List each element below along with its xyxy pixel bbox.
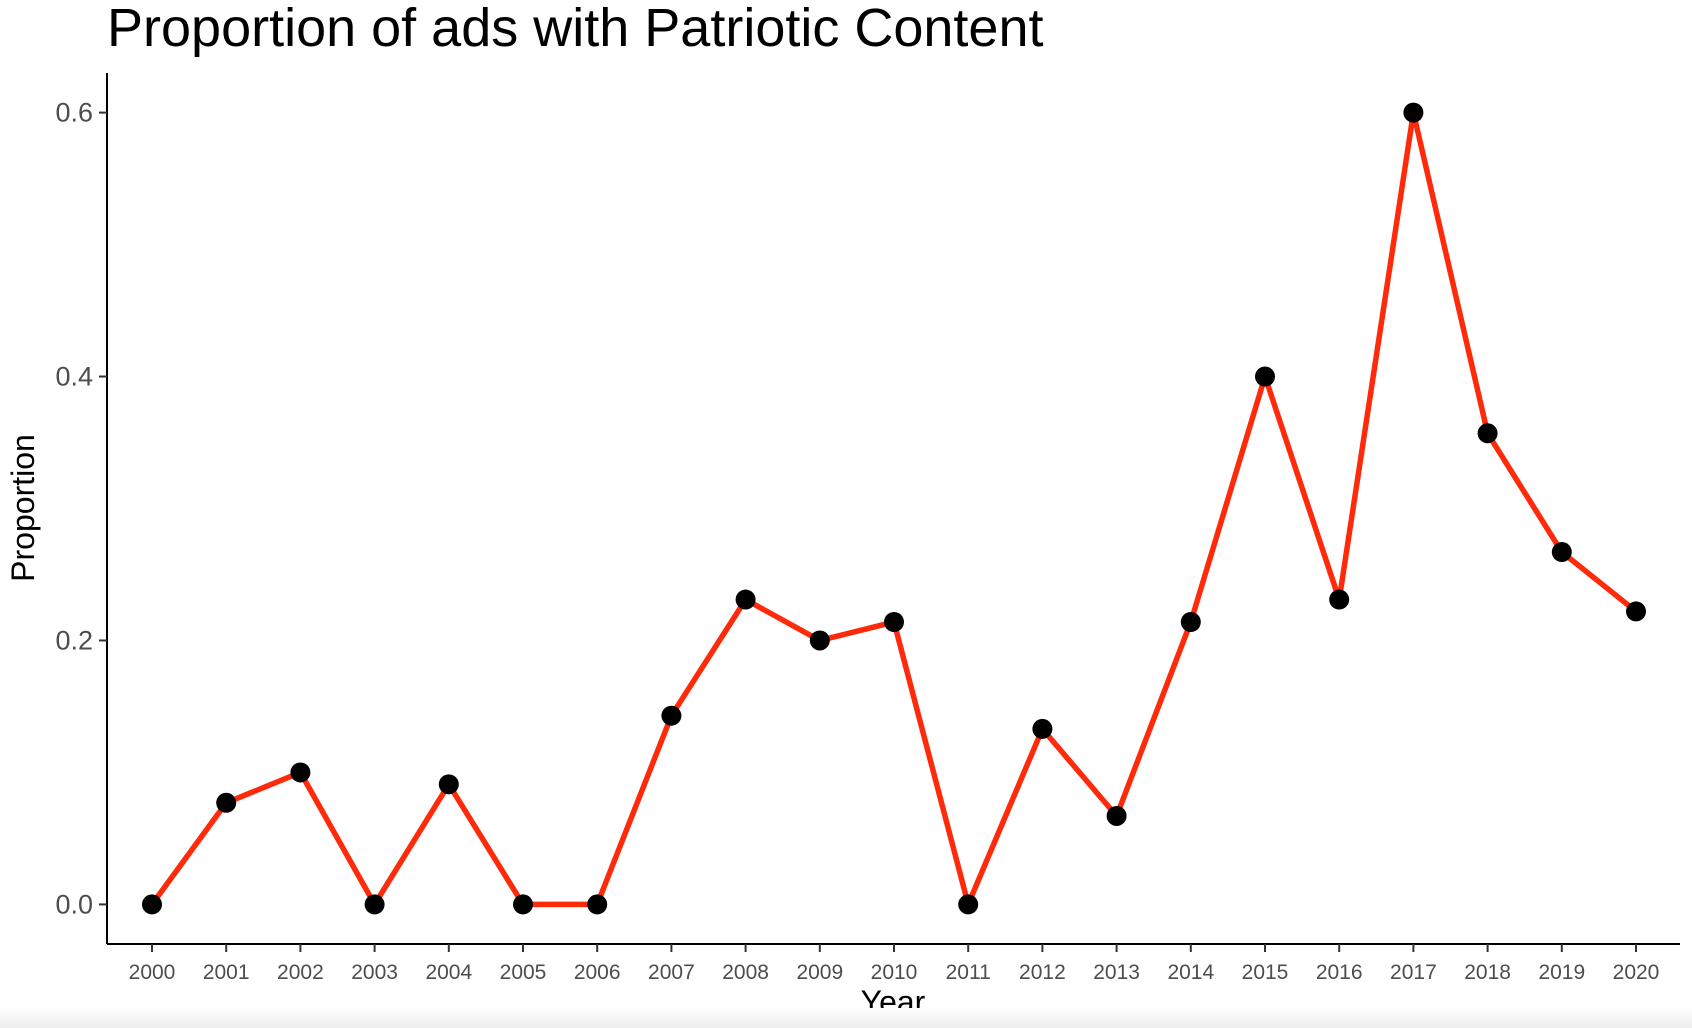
x-tick-label: 2006 <box>574 961 621 984</box>
x-tick-label: 2013 <box>1093 961 1140 984</box>
y-tick-label: 0.2 <box>55 625 93 655</box>
y-tick-label: 0.6 <box>55 98 93 128</box>
axes <box>106 73 1680 945</box>
data-point <box>661 705 682 726</box>
data-point <box>364 894 385 915</box>
series-line <box>149 109 1638 908</box>
window-bottom-edge <box>0 1008 1692 1028</box>
data-point <box>958 894 979 915</box>
data-point <box>1403 102 1424 123</box>
x-tick-label: 2000 <box>129 961 176 984</box>
x-tick-label: 2001 <box>203 961 250 984</box>
y-tick-label: 0.4 <box>55 362 93 392</box>
data-point <box>142 894 162 915</box>
chart-title: Proportion of ads with Patriotic Content <box>107 0 1043 58</box>
x-tick-label: 2012 <box>1019 961 1066 984</box>
x-tick-label: 2009 <box>796 961 843 984</box>
x-tick-label: 2011 <box>946 961 991 984</box>
x-tick-label: 2016 <box>1316 961 1363 984</box>
y-axis-label: Proportion <box>5 434 41 582</box>
data-point <box>216 792 237 813</box>
data-point <box>1032 718 1053 739</box>
x-tick-label: 2010 <box>871 961 918 984</box>
data-point <box>809 630 830 651</box>
x-tick-label: 2005 <box>500 961 547 984</box>
series-line-group <box>149 109 1638 908</box>
x-tick-label: 2002 <box>277 961 324 984</box>
x-tick-label: 2004 <box>425 961 472 984</box>
data-point <box>735 589 756 610</box>
data-point <box>1329 589 1350 610</box>
x-tick-label: 2014 <box>1167 961 1214 984</box>
data-point <box>438 774 459 795</box>
data-point <box>290 762 311 783</box>
data-point <box>1255 366 1275 387</box>
x-tick-label: 2008 <box>722 961 769 984</box>
data-point <box>587 894 608 915</box>
data-point <box>884 611 904 632</box>
x-tick-label: 2019 <box>1538 961 1585 984</box>
data-point <box>1626 601 1646 622</box>
x-tick-label: 2017 <box>1390 961 1437 984</box>
x-tick-label: 2015 <box>1242 961 1289 984</box>
data-point <box>513 894 533 915</box>
x-tick-label: 2003 <box>351 961 398 984</box>
data-points <box>142 102 1646 915</box>
y-tick-label: 0.0 <box>55 889 93 919</box>
data-point <box>1106 805 1127 826</box>
data-point <box>1180 611 1201 632</box>
y-axis-ticks: 0.0 0.2 0.4 0.6 <box>55 98 107 919</box>
data-point <box>1477 423 1498 444</box>
x-tick-label: 2007 <box>648 961 695 984</box>
x-tick-label: 2018 <box>1464 961 1511 984</box>
x-tick-label: 2020 <box>1613 961 1660 984</box>
data-point <box>1551 542 1572 563</box>
x-axis-ticks: 2000 2001 2002 2003 2004 2005 2006 2007 2008 2009… <box>129 944 1660 984</box>
